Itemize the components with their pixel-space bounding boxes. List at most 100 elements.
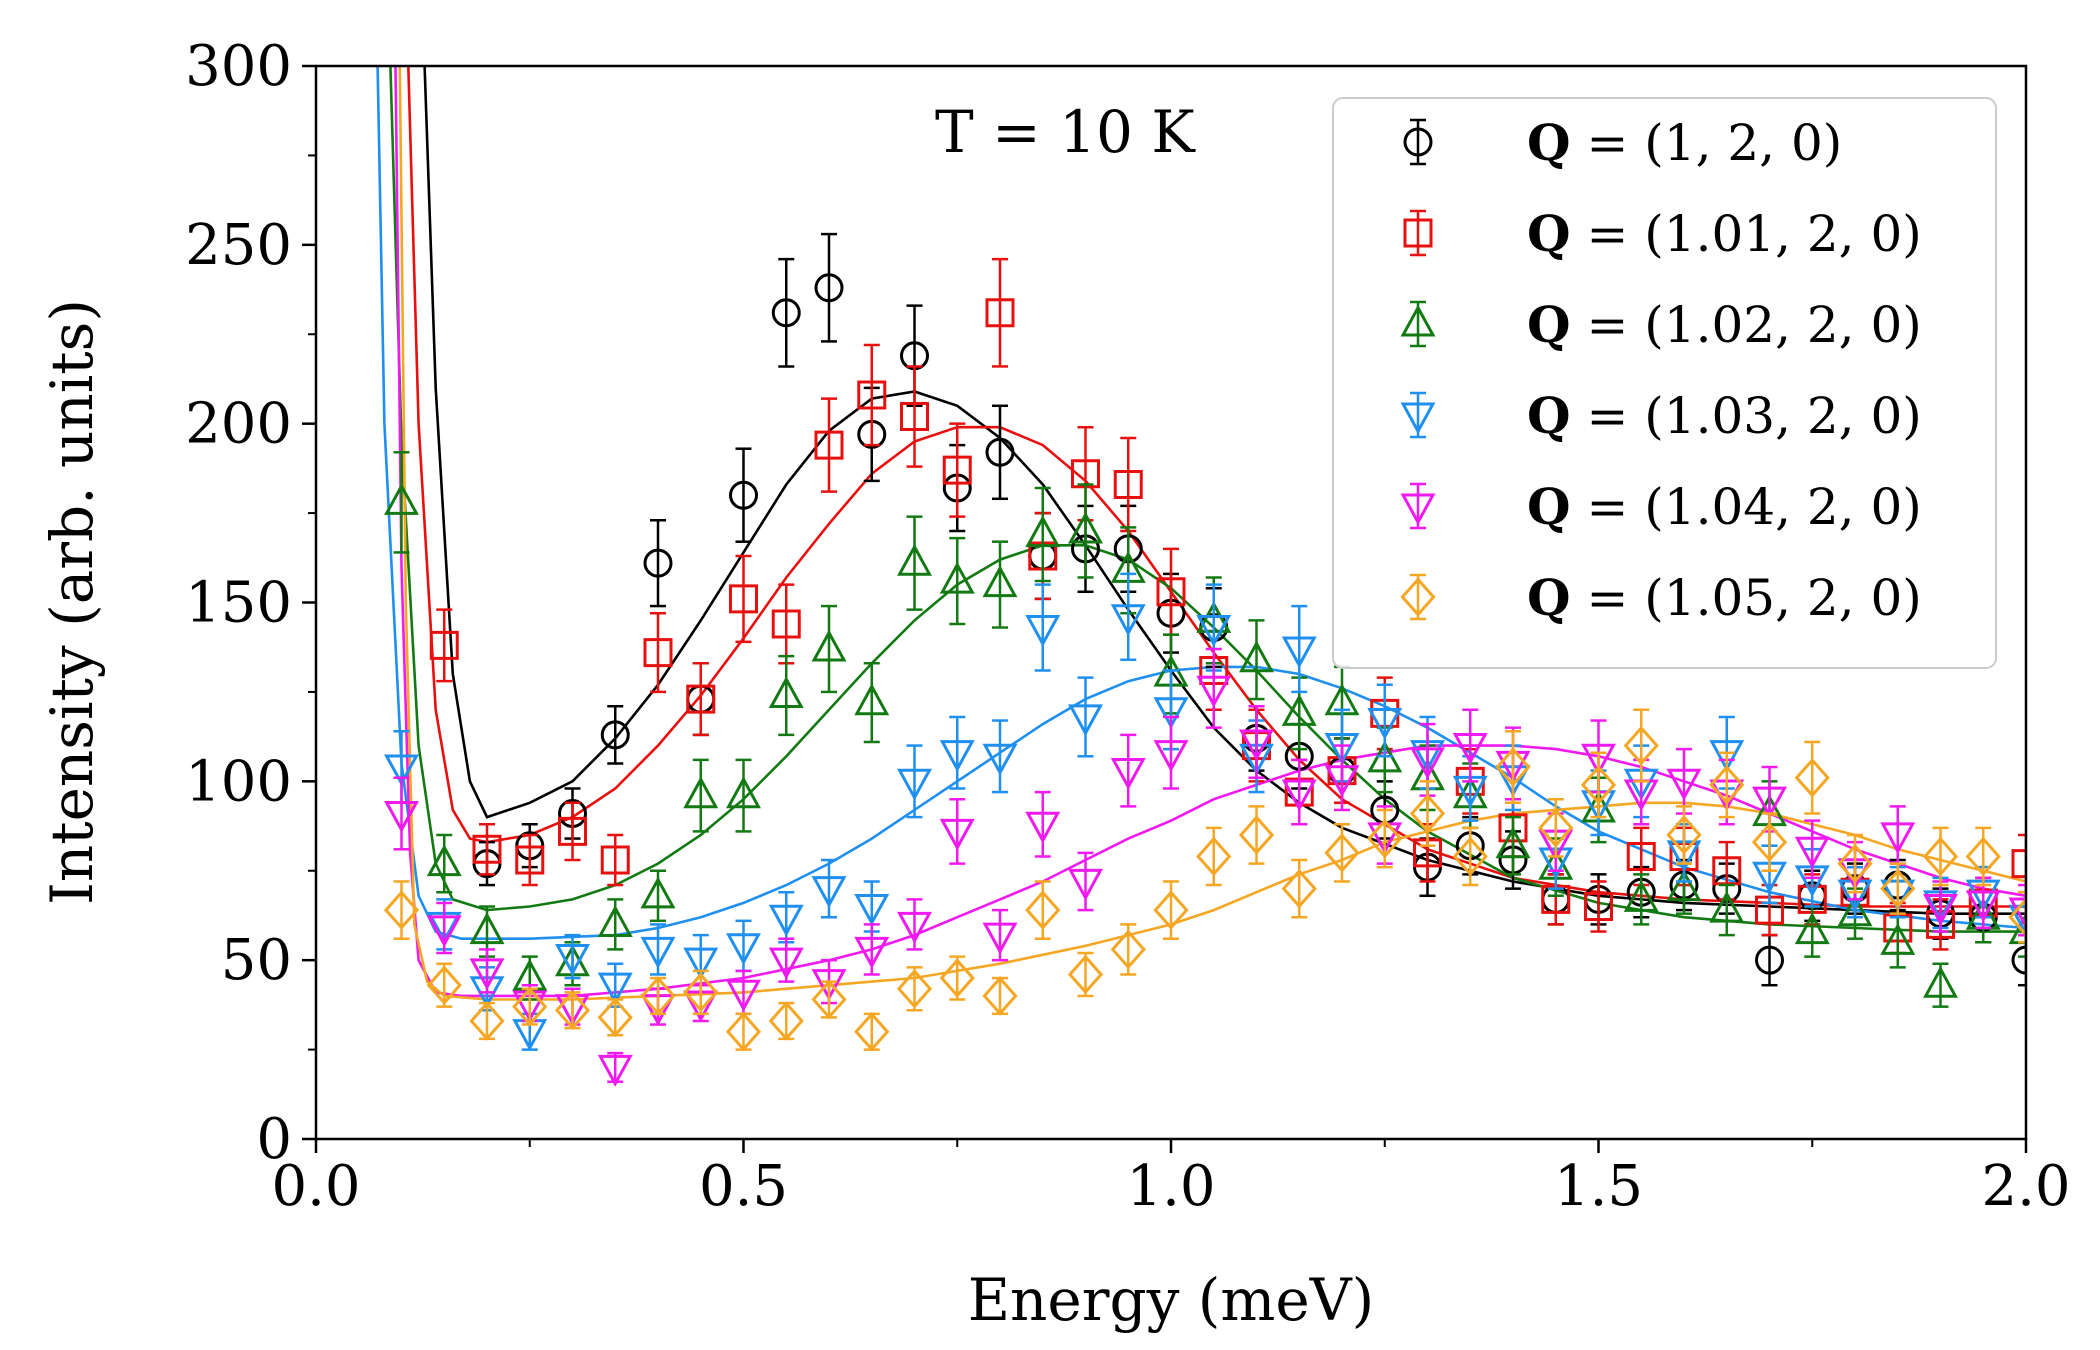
legend-marker [1400, 402, 1436, 435]
legend-label-text: = (1.01, 2, 0) [1571, 205, 1922, 263]
data-point [814, 430, 844, 460]
error-bar [1419, 780, 1436, 847]
data-point [1324, 733, 1360, 765]
data-point [942, 455, 972, 485]
data-point [554, 990, 591, 1031]
data-point [1837, 843, 1873, 884]
data-point [1281, 694, 1317, 726]
data-point [1324, 765, 1360, 798]
data-point [1923, 965, 1958, 998]
data-point [811, 629, 847, 662]
data-point [1794, 757, 1830, 798]
error-bar [906, 365, 923, 468]
error-bar [778, 257, 795, 368]
data-point [1584, 892, 1613, 922]
data-point [683, 776, 719, 809]
x-tick-label: 1.0 [1126, 1154, 1215, 1219]
data-point [426, 915, 462, 948]
data-point [1880, 922, 1916, 955]
data-point [1239, 729, 1274, 762]
data-point [854, 1011, 890, 1052]
data-point [811, 979, 847, 1020]
error-bar [2018, 890, 2026, 944]
legend-marker [1403, 127, 1433, 157]
error-bar [1590, 751, 1607, 819]
error-bar [1077, 951, 1094, 998]
data-point [469, 1001, 505, 1041]
y-tick-label: 100 [185, 749, 292, 814]
x-axis-label: Energy (meV) [968, 1266, 1375, 1334]
data-point [1669, 841, 1699, 871]
data-point [726, 776, 761, 809]
legend-marker [1400, 304, 1436, 337]
data-point [1370, 698, 1400, 728]
legend-label-text: = (1.02, 2, 0) [1571, 296, 1922, 354]
data-point [426, 844, 462, 877]
data-point [1581, 743, 1616, 776]
data-point [640, 876, 676, 909]
data-point [768, 904, 804, 937]
data-point [1153, 740, 1189, 773]
legend-entry-5: Q = (1.04, 2, 0) [1400, 477, 1922, 536]
error-bar [992, 404, 1008, 501]
data-point [854, 893, 890, 926]
series-6 [383, 708, 2026, 1052]
data-point [1281, 868, 1317, 909]
data-point [854, 936, 890, 969]
legend-marker [1403, 218, 1433, 248]
error-bar [906, 966, 923, 1012]
data-point [1794, 836, 1830, 869]
error-bar [607, 704, 624, 765]
data-point [1367, 818, 1403, 859]
data-point [1922, 836, 1959, 877]
error-bar [692, 969, 709, 1016]
data-point [857, 380, 887, 410]
legend-label-text: = (1.05, 2, 0) [1571, 569, 1922, 627]
data-point [1538, 808, 1574, 848]
legend-label-bold: Q [1527, 295, 1571, 354]
data-point [768, 947, 804, 980]
data-point [726, 933, 761, 966]
legend-marker [1400, 577, 1436, 617]
data-point [1025, 890, 1061, 930]
error-bar [1462, 708, 1479, 783]
data-point [2008, 904, 2026, 937]
data-point [1623, 879, 1659, 912]
legend-entry-2: Q = (1.01, 2, 0) [1403, 204, 1922, 263]
data-point [384, 482, 419, 515]
data-point [686, 684, 716, 714]
error-bar [607, 833, 624, 887]
data-point [1110, 929, 1146, 970]
data-point [384, 800, 419, 833]
data-point [469, 912, 505, 945]
error-bar [1804, 740, 1821, 815]
data-point [1541, 884, 1571, 914]
data-point [1409, 793, 1446, 834]
data-point [597, 997, 633, 1038]
series-5 [384, 647, 2026, 1087]
data-point [555, 944, 590, 976]
data-point [939, 818, 975, 851]
data-point [896, 968, 933, 1009]
data-point [643, 548, 673, 578]
data-point [1153, 697, 1189, 730]
data-point [771, 298, 801, 328]
data-point [1709, 890, 1745, 923]
legend-label-bold: Q [1527, 568, 1571, 627]
data-point [939, 958, 975, 998]
data-point [558, 816, 587, 846]
legend-label-text: = (1.04, 2, 0) [1571, 478, 1922, 536]
error-bar [1334, 744, 1350, 812]
data-point [814, 273, 844, 303]
error-bar [735, 447, 752, 543]
error-bar [949, 955, 966, 1001]
data-point [1067, 954, 1104, 995]
data-point [1284, 777, 1314, 807]
data-point [1712, 856, 1742, 886]
error-bar [1163, 715, 1179, 790]
data-point [2011, 945, 2026, 975]
error-bar [735, 554, 752, 644]
legend-label-bold: Q [1527, 204, 1571, 263]
data-point [1110, 758, 1146, 790]
x-tick-label: 0.0 [271, 1154, 360, 1219]
